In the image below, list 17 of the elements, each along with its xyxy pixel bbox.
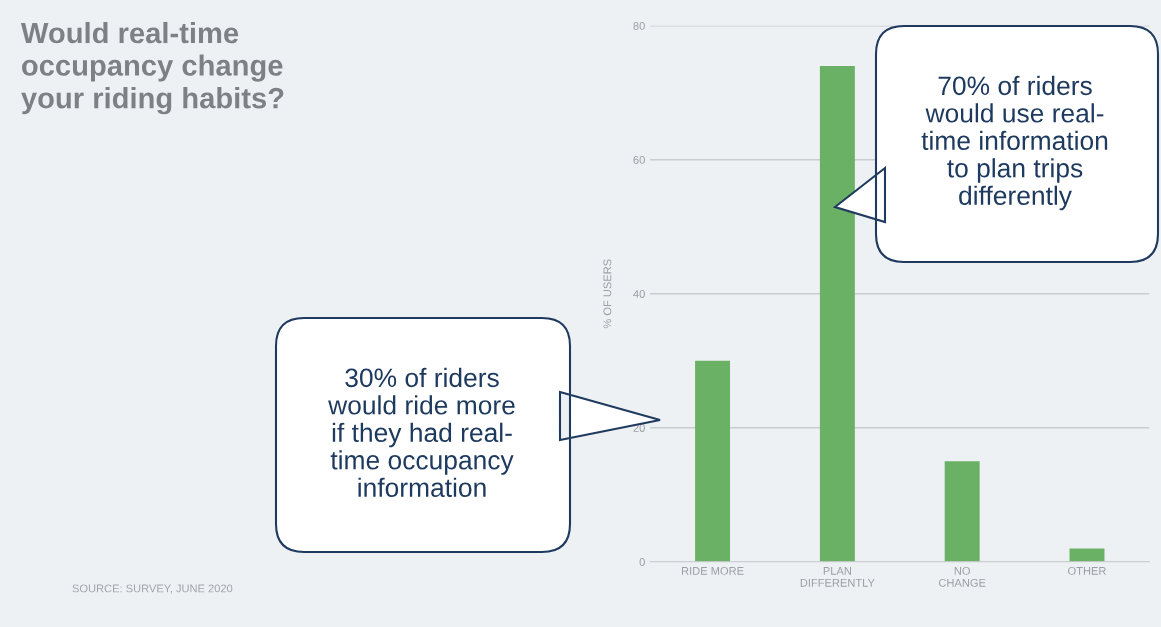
text: 30% of riders would ride more if they had real- time occupancy information bbox=[328, 367, 515, 498]
y-tick-label: 40 bbox=[633, 290, 645, 298]
annotation: 70% of riders would use real- time information to plan trips differently bbox=[921, 75, 1108, 211]
y-axis-title: % OF USERS bbox=[603, 259, 612, 329]
x-tick-label: RIDE MORE bbox=[681, 566, 744, 575]
x-tick-label: PLAN DIFFERENTLY bbox=[800, 567, 875, 587]
y-tick-label: 0 bbox=[639, 558, 645, 566]
x-tick-label: OTHER bbox=[1068, 566, 1106, 575]
source-note: SOURCE: SURVEY, JUNE 2020 bbox=[72, 584, 233, 594]
bar bbox=[1069, 548, 1105, 562]
y-tick-label: 80 bbox=[633, 21, 645, 30]
x-tick-label: NO CHANGE bbox=[938, 566, 986, 587]
bar bbox=[819, 65, 855, 562]
bar bbox=[695, 360, 731, 562]
bar bbox=[944, 461, 980, 562]
text: Would real-time occupancy change your riding habits? bbox=[20, 21, 284, 115]
y-tick-label: 60 bbox=[633, 156, 645, 164]
